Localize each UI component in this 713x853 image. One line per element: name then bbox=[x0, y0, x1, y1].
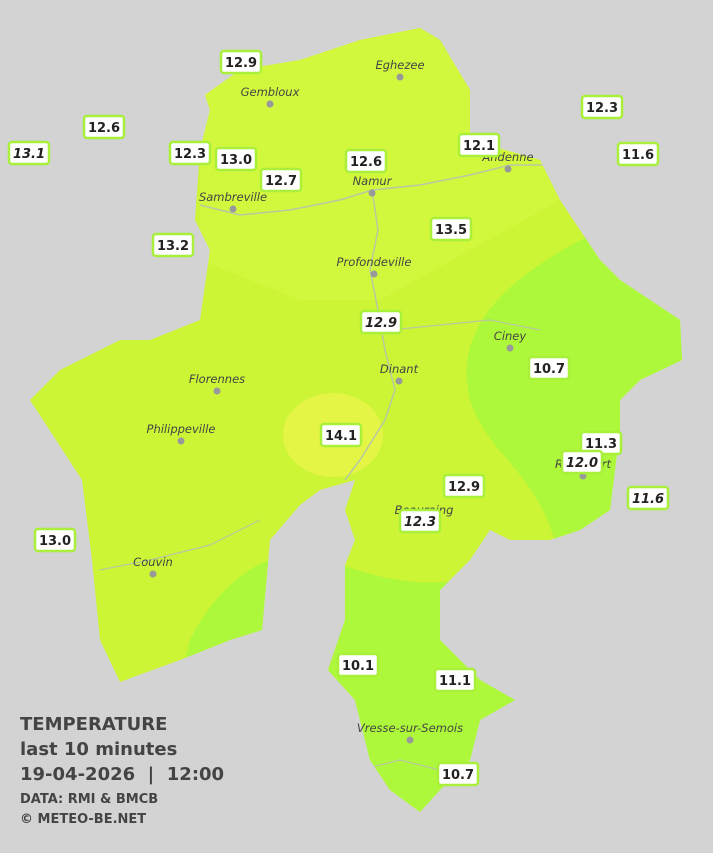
city-dot bbox=[229, 205, 237, 213]
legend: TEMPERATURE last 10 minutes 19-04-2026 |… bbox=[20, 714, 224, 827]
station-value: 11.6 bbox=[622, 148, 654, 163]
station-box bbox=[398, 508, 442, 534]
zone-south bbox=[300, 560, 560, 812]
station-box bbox=[82, 114, 126, 140]
city-label: Eghezee bbox=[375, 58, 424, 72]
station-box bbox=[344, 148, 388, 174]
city-label: Florennes bbox=[189, 372, 245, 386]
station-box bbox=[359, 309, 403, 335]
station-value: 12.7 bbox=[265, 174, 297, 189]
station-box bbox=[436, 761, 480, 787]
station-value: 11.6 bbox=[632, 492, 664, 507]
city-label: Vresse-sur-Semois bbox=[357, 721, 463, 735]
station-box bbox=[336, 652, 380, 678]
station-value: 12.9 bbox=[225, 56, 257, 71]
station-value: 12.6 bbox=[350, 155, 382, 170]
station-value: 11.3 bbox=[585, 437, 617, 452]
city-dot bbox=[504, 165, 512, 173]
legend-source: DATA: RMI & BMCB bbox=[20, 792, 158, 807]
city-label: Ciney bbox=[494, 329, 527, 343]
city-dot bbox=[149, 570, 157, 578]
city-dot bbox=[213, 387, 221, 395]
station-value: 10.7 bbox=[442, 768, 474, 783]
station-box bbox=[442, 473, 486, 499]
station-box bbox=[319, 422, 363, 448]
city-dot bbox=[396, 73, 404, 81]
station-box bbox=[457, 132, 501, 158]
legend-copyright: © METEO-BE.NET bbox=[20, 812, 146, 827]
legend-title: TEMPERATURE bbox=[20, 714, 167, 735]
station-box bbox=[33, 527, 77, 553]
station-box bbox=[616, 141, 660, 167]
city-label: Profondeville bbox=[337, 255, 412, 269]
station-value: 12.9 bbox=[365, 316, 397, 331]
station-box bbox=[626, 485, 670, 511]
city-label: Dinant bbox=[380, 362, 419, 376]
station-value: 10.1 bbox=[342, 659, 374, 674]
station-box bbox=[168, 140, 212, 166]
city-label: Namur bbox=[353, 174, 393, 188]
station-value: 11.1 bbox=[439, 674, 471, 689]
city-label: Sambreville bbox=[199, 190, 267, 204]
station-value: 12.6 bbox=[88, 121, 120, 136]
station-value: 10.7 bbox=[533, 362, 565, 377]
station-value: 13.0 bbox=[39, 534, 71, 549]
city-dot bbox=[368, 189, 376, 197]
station-box bbox=[219, 49, 263, 75]
station-value: 12.1 bbox=[463, 139, 495, 154]
station-box bbox=[151, 232, 195, 258]
stations: 12.9 12.6 13.1 12.3 13.0 12.7 12.6 12.1 12.3 11.6… bbox=[7, 49, 670, 787]
station-box bbox=[527, 355, 571, 381]
station-value: 12.0 bbox=[566, 456, 598, 471]
station-value: 13.0 bbox=[220, 153, 252, 168]
station-value: 12.9 bbox=[448, 480, 480, 495]
station-value: 13.5 bbox=[435, 223, 467, 238]
city-dot bbox=[506, 344, 514, 352]
station-box bbox=[7, 140, 51, 166]
city-dot bbox=[266, 100, 274, 108]
station-box bbox=[214, 146, 258, 172]
station-value: 12.3 bbox=[404, 515, 436, 530]
legend-datetime: 19-04-2026 | 12:00 bbox=[20, 764, 224, 785]
station-box bbox=[259, 167, 303, 193]
city-dot bbox=[370, 270, 378, 278]
station-value: 12.3 bbox=[586, 101, 618, 116]
city-label: Philippeville bbox=[147, 422, 216, 436]
legend-subtitle: last 10 minutes bbox=[20, 739, 177, 760]
city-label: Gembloux bbox=[241, 85, 300, 99]
city-dot bbox=[395, 377, 403, 385]
station-box bbox=[580, 94, 624, 120]
station-box bbox=[433, 667, 477, 693]
station-value: 13.2 bbox=[157, 239, 189, 254]
river bbox=[99, 519, 261, 571]
river bbox=[389, 319, 541, 331]
city-dot bbox=[406, 736, 414, 744]
station-value: 12.3 bbox=[174, 147, 206, 162]
station-box bbox=[560, 449, 604, 475]
station-box bbox=[429, 216, 473, 242]
station-value: 14.1 bbox=[325, 429, 357, 444]
river bbox=[344, 189, 396, 481]
city-label: Couvin bbox=[133, 555, 173, 569]
station-value: 13.1 bbox=[13, 147, 45, 162]
city-dot bbox=[177, 437, 185, 445]
